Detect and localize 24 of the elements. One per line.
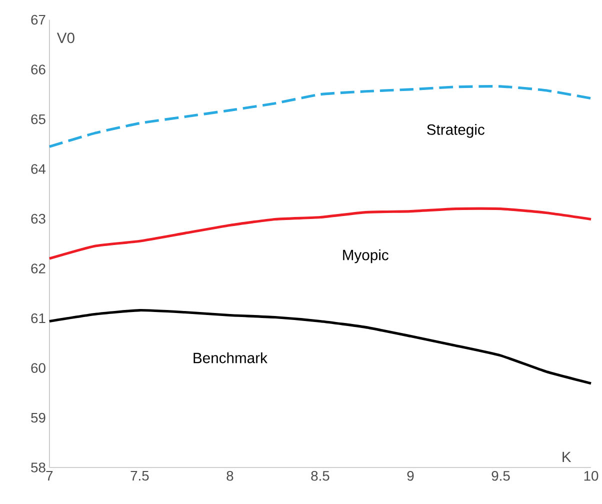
line-series [48,308,592,385]
y-tick-label: 62 [31,264,46,274]
y-tick-label: 58 [31,462,46,472]
y-tick-label: 63 [31,214,46,224]
x-tick-label: 8 [226,470,234,481]
x-tick-label: 8.5 [311,470,330,481]
x-axis-title: K [562,452,572,462]
y-tick-label: 66 [31,64,46,74]
text: Benchmark [194,352,268,364]
y-tick-label: 61 [31,313,46,324]
y-tick-label: 64 [31,164,46,174]
x-tick-label: 9 [407,470,414,481]
text: Myopic [343,249,388,264]
y-tick-label: 59 [31,412,46,423]
x-tick-label: 7 [46,470,53,480]
y-tick-label: 67 [31,14,46,25]
text: Strategic [427,124,484,138]
line-series [48,85,592,148]
y-tick-label: 65 [31,114,46,124]
x-tick-label: 10 [584,470,598,481]
y-axis-title: V0 [56,32,74,44]
x-tick-label: 9.5 [492,470,510,481]
y-tick-label: 60 [31,363,46,373]
x-tick-label: 7.5 [130,470,149,481]
